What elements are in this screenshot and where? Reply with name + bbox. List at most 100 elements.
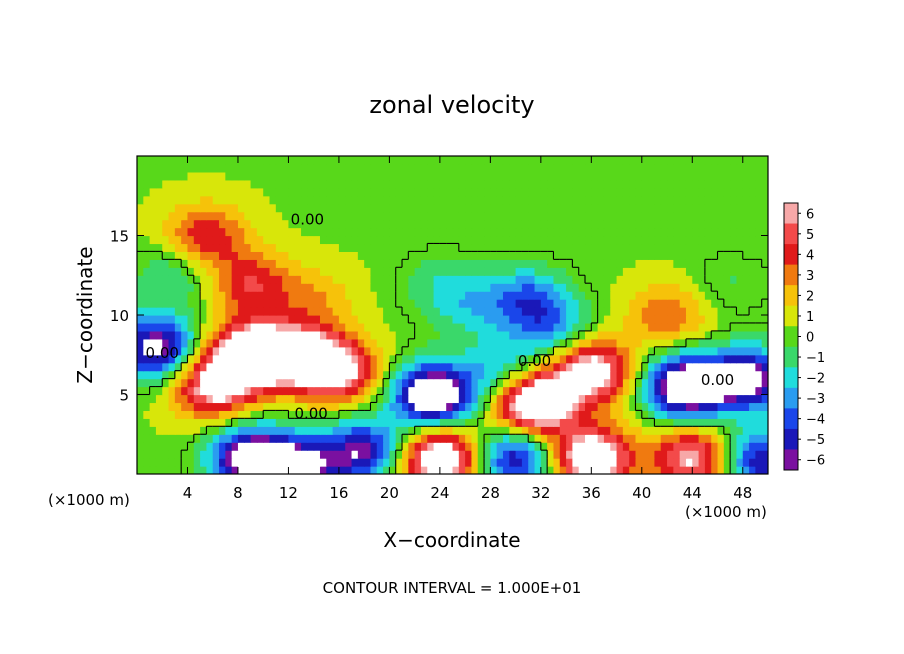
heat-cell	[521, 163, 529, 173]
heat-cell	[761, 267, 768, 276]
heat-cell	[338, 466, 346, 474]
heat-cell	[585, 402, 592, 411]
heat-cell	[149, 259, 157, 268]
heat-cell	[143, 187, 151, 197]
heat-cell	[496, 386, 504, 396]
heat-cell	[692, 203, 700, 213]
heat-cell	[490, 434, 498, 443]
heat-cell	[654, 434, 662, 443]
heat-cell	[755, 330, 763, 340]
heat-cell	[137, 458, 144, 467]
heat-cell	[149, 275, 157, 284]
heat-cell	[610, 235, 618, 245]
heat-cell	[610, 442, 618, 451]
heat-cell	[685, 251, 693, 260]
heat-cell	[383, 171, 390, 181]
heat-cell	[269, 299, 277, 308]
heat-cell	[402, 243, 409, 252]
heat-cell	[149, 466, 157, 474]
heat-cell	[420, 378, 428, 388]
heat-cell	[742, 458, 750, 467]
heat-cell	[446, 362, 454, 372]
heat-cell	[439, 466, 447, 474]
heat-cell	[629, 315, 637, 324]
heat-cell	[288, 275, 296, 284]
heat-cell	[383, 275, 390, 284]
heat-cell	[338, 283, 346, 292]
heat-cell	[256, 330, 264, 340]
heat-cell	[673, 187, 681, 197]
heat-cell	[219, 267, 226, 276]
heat-cell	[654, 275, 662, 284]
heat-cell	[206, 426, 214, 435]
heat-cell	[471, 370, 479, 380]
heat-cell	[143, 227, 151, 237]
heat-cell	[181, 402, 189, 411]
y-axis-title: Z−coordinate	[73, 246, 97, 383]
heat-cell	[490, 259, 498, 268]
heat-cell	[698, 418, 706, 427]
heat-cell	[155, 171, 163, 181]
heat-cell	[711, 394, 719, 404]
heat-cell	[578, 450, 586, 459]
heat-cell	[559, 259, 567, 268]
heat-cell	[679, 195, 687, 205]
heat-cell	[244, 307, 252, 316]
heat-cell	[458, 171, 466, 181]
heat-cell	[351, 434, 359, 443]
heat-cell	[193, 402, 201, 411]
heat-cell	[698, 291, 706, 300]
heat-cell	[402, 283, 409, 292]
heat-cell	[679, 307, 687, 316]
heat-cell	[155, 187, 163, 197]
heat-cell	[572, 386, 580, 396]
heat-cell	[206, 354, 214, 364]
heat-cell	[364, 299, 372, 308]
heat-cell	[635, 370, 643, 380]
heat-cell	[490, 346, 498, 356]
heat-cell	[673, 203, 681, 213]
heat-cell	[490, 227, 498, 237]
heat-cell	[187, 458, 195, 467]
heat-cell	[338, 291, 346, 300]
heat-cell	[648, 346, 656, 356]
heat-cell	[326, 171, 334, 181]
heat-cell	[730, 346, 738, 356]
heat-cell	[181, 394, 189, 404]
heat-cell	[452, 283, 460, 292]
heat-cell	[174, 163, 182, 173]
heat-cell	[585, 267, 592, 276]
heat-cell	[458, 299, 466, 308]
heat-cell	[313, 179, 321, 189]
heat-cell	[174, 458, 182, 467]
heat-cell	[282, 291, 290, 300]
heat-cell	[263, 171, 271, 181]
heat-cell	[591, 442, 599, 451]
heat-cell	[313, 346, 321, 356]
heat-cell	[446, 171, 454, 181]
heat-cell	[540, 410, 548, 419]
heat-cell	[408, 171, 416, 181]
heat-cell	[458, 156, 466, 165]
heat-cell	[755, 219, 763, 229]
heat-cell	[553, 466, 561, 474]
heat-cell	[420, 466, 428, 474]
heat-cell	[307, 195, 315, 205]
heat-cell	[698, 283, 706, 292]
heat-cell	[730, 259, 738, 268]
heat-cell	[187, 466, 195, 474]
heat-cell	[282, 163, 290, 173]
heat-cell	[313, 275, 321, 284]
heat-cell	[622, 458, 630, 467]
heat-cell	[250, 410, 258, 419]
heat-cell	[515, 370, 523, 380]
heat-cell	[458, 466, 466, 474]
heat-cell	[219, 410, 226, 419]
heat-cell	[547, 251, 555, 260]
heat-cell	[237, 195, 245, 205]
heat-cell	[755, 275, 763, 284]
heat-cell	[692, 458, 700, 467]
heat-cell	[326, 410, 334, 419]
heat-cell	[603, 291, 611, 300]
heat-cell	[313, 450, 321, 459]
